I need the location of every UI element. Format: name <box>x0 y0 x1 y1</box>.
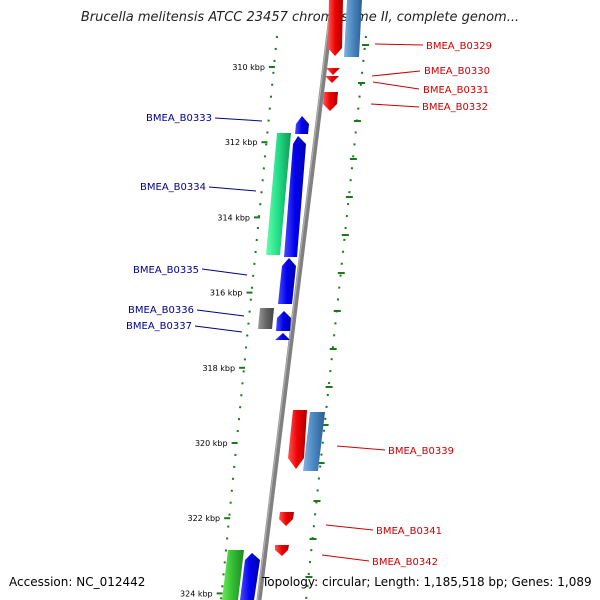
tick-label: 318 kbp <box>202 364 235 373</box>
gene-glyph-BMEA_B0332[interactable] <box>323 92 338 111</box>
cds-features <box>222 133 291 600</box>
gene-label-BMEA_B0332[interactable]: BMEA_B0332 <box>422 102 488 113</box>
gene-label-BMEA_B0334[interactable]: BMEA_B0334 <box>140 182 206 193</box>
gene-glyph-BMEA_B0335[interactable] <box>278 258 296 304</box>
gene-label-BMEA_B0333[interactable]: BMEA_B0333 <box>146 113 212 124</box>
gene-glyph-BMEA_B0339[interactable] <box>288 410 307 469</box>
gene-glyph-BMEA_B0331[interactable] <box>325 76 339 83</box>
gene-label-BMEA_B0335[interactable]: BMEA_B0335 <box>133 265 199 276</box>
gene-label-BMEA_B0330[interactable]: BMEA_B0330 <box>424 66 490 77</box>
gene-label-BMEA_B0341[interactable]: BMEA_B0341 <box>376 526 442 537</box>
map-title: Brucella melitensis ATCC 23457 chromosom… <box>80 10 520 25</box>
chromosome-backbone <box>256 0 336 600</box>
tick-label: 314 kbp <box>217 213 250 222</box>
gene-label-BMEA_B0336[interactable]: BMEA_B0336 <box>128 305 194 316</box>
label-leaders <box>194 43 424 562</box>
summary-text: Topology: circular; Length: 1,185,518 bp… <box>262 575 592 589</box>
gene-glyph-BMEA_B0336[interactable] <box>276 311 291 331</box>
gene-glyph-BMEA_B0333[interactable] <box>295 116 309 134</box>
tick-label: 312 kbp <box>225 138 258 147</box>
tick-label: 322 kbp <box>188 514 221 523</box>
gene-glyph-BMEA_B0341[interactable] <box>279 512 294 526</box>
gene-glyph-BMEA_B0342[interactable] <box>275 545 289 556</box>
tick-label: 324 kbp <box>180 589 213 598</box>
gene-label-BMEA_B0337[interactable]: BMEA_B0337 <box>126 321 192 332</box>
reverse-gene-labels: BMEA_B0329 BMEA_B0330 BMEA_B0331 BMEA_B0… <box>372 41 492 568</box>
gene-label-BMEA_B0342[interactable]: BMEA_B0342 <box>372 557 438 568</box>
gene-label-BMEA_B0331[interactable]: BMEA_B0331 <box>423 85 489 96</box>
gene-glyph-BMEA_B0330[interactable] <box>326 68 340 75</box>
forward-gene-labels: BMEA_B0333 BMEA_B0334 BMEA_B0335 BMEA_B0… <box>126 113 212 332</box>
tick-marks: 310 kbp 312 kbp 314 kbp 316 kbp 318 kbp 320 k… <box>180 44 370 598</box>
cds-green-block <box>266 133 291 255</box>
gene-glyph-BMEA_B0329[interactable] <box>328 0 343 56</box>
gene-glyph-BMEA_B0334[interactable] <box>284 136 306 257</box>
gene-glyph-downstream-blue <box>240 553 260 600</box>
cds-steel-block-top <box>344 0 362 57</box>
accession-text: Accession: NC_012442 <box>9 575 146 589</box>
gene-label-BMEA_B0339[interactable]: BMEA_B0339 <box>388 446 454 457</box>
gene-label-BMEA_B0329[interactable]: BMEA_B0329 <box>426 41 492 52</box>
tick-label: 316 kbp <box>210 289 243 298</box>
forward-gene-glyphs <box>240 116 309 600</box>
cds-steel-block-mid <box>303 412 325 471</box>
reverse-gene-glyphs <box>275 0 362 556</box>
tick-label: 320 kbp <box>195 439 228 448</box>
cds-gray-block <box>258 308 274 329</box>
cds-green-block-lower <box>222 550 244 600</box>
tick-label: 310 kbp <box>232 63 265 72</box>
gene-glyph-BMEA_B0337[interactable] <box>275 333 290 340</box>
